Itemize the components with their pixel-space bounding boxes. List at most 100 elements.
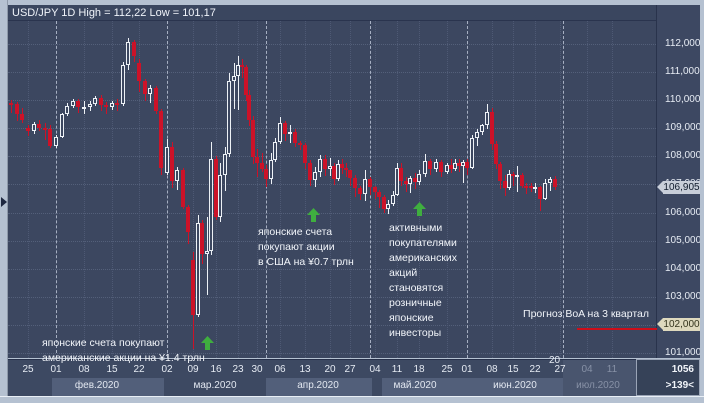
grid-h-line (8, 100, 656, 101)
candle-body (470, 138, 474, 168)
price-label: 106,000 (665, 207, 702, 218)
candle-body (104, 105, 108, 107)
grid-h-line (8, 184, 656, 185)
candle-body (255, 157, 259, 163)
candle-body (507, 174, 511, 188)
grid-week-line (612, 21, 613, 358)
day-label: 08 (486, 364, 498, 375)
future-zone (563, 360, 636, 397)
candle-wick (234, 63, 235, 109)
candle-body (533, 187, 537, 189)
forecast-level-line (577, 328, 657, 330)
price-label: 104,000 (665, 263, 702, 274)
candle-body (236, 65, 240, 76)
forecast-price-tag: 102,000 (657, 318, 700, 331)
candle-body (445, 165, 449, 172)
annotation-apr-buying: японские счета покупают акции в США на ¥… (258, 225, 354, 270)
annotation-line: японские счета (258, 226, 333, 238)
day-label: 04 (581, 364, 593, 375)
candle-body (26, 128, 30, 131)
candle-body (214, 159, 218, 217)
candle-body (186, 207, 190, 232)
grid-h-line (8, 72, 656, 73)
candle-body (126, 42, 130, 65)
candle-body (121, 65, 125, 104)
candle-body (395, 168, 399, 195)
day-label: 01 (50, 364, 62, 375)
up-arrow-icon (413, 202, 426, 216)
current-price-tag: 106,905 (657, 181, 700, 194)
grid-month-line (467, 21, 468, 358)
candle-body (181, 170, 185, 207)
grid-week-line (305, 21, 306, 358)
candle-body (490, 112, 494, 144)
grid-week-line (257, 21, 258, 358)
candle-body (170, 147, 174, 181)
up-arrow-icon (307, 208, 320, 222)
price-chart[interactable]: USD/JPY 1D High = 112,22 Low = 101,17 (8, 5, 656, 358)
annotation-line: японские счета покупают (42, 337, 165, 349)
day-label: 09 (187, 364, 199, 375)
price-label: 111,000 (665, 66, 700, 77)
month-label: июн.2020 (493, 380, 537, 391)
candle-wick (11, 100, 12, 113)
candle-body (538, 187, 542, 199)
candle-body (76, 101, 80, 107)
grid-h-line (8, 44, 656, 45)
candle-body (303, 145, 307, 163)
day-label: 15 (507, 364, 519, 375)
candle-body (240, 65, 244, 67)
candle-body (529, 186, 533, 188)
price-label: 103,000 (665, 291, 702, 302)
day-label: 01 (461, 364, 473, 375)
candle-body (99, 98, 103, 105)
candle-body (498, 164, 502, 181)
candle-body (413, 178, 417, 182)
candle-body (308, 163, 312, 180)
date-axis[interactable]: 25 01 08 15 22 02 09 16 23 30 06 13 20 27 04 11 18 25 01 08… (8, 359, 636, 397)
candle-wick (517, 166, 518, 192)
candle-wick (207, 217, 208, 295)
day-label: 02 (161, 364, 173, 375)
price-label: 105,000 (665, 235, 702, 246)
grid-week-line (139, 21, 140, 358)
annotation-line: японские (389, 312, 434, 324)
candle-body (453, 163, 457, 169)
candle-body (251, 120, 255, 157)
candle-body (93, 98, 97, 104)
annotation-feb-buying: японские счета покупают американские акц… (42, 336, 205, 366)
candle-wick (242, 59, 243, 78)
candle-body (110, 103, 114, 107)
candle-body (494, 144, 498, 164)
candle-body (165, 147, 169, 173)
candle-wick (346, 163, 347, 177)
candle-wick (379, 190, 380, 208)
grid-week-line (28, 21, 29, 358)
candle-body (143, 81, 147, 94)
day-label: 22 (529, 364, 541, 375)
candle-wick (410, 176, 411, 193)
candle-body (373, 187, 377, 192)
annotation-line: инвесторы (389, 327, 442, 339)
candle-wick (300, 141, 301, 150)
grid-month-line (563, 21, 564, 358)
candle-body (363, 179, 367, 194)
candle-body (264, 169, 268, 179)
candle-wick (106, 102, 107, 114)
grid-week-line (112, 21, 113, 358)
grid-h-line (8, 353, 656, 354)
grid-week-line (587, 21, 588, 358)
corner-box-bars: 1056 (671, 364, 694, 375)
candle-wick (513, 172, 514, 186)
grid-week-line (238, 21, 239, 358)
price-axis[interactable]: 106,905 102,000 112,000 111,000 110,000 109… (656, 5, 702, 358)
annotation-line: розничные (389, 297, 442, 309)
grid-week-line (280, 21, 281, 358)
day-label: 25 (22, 364, 34, 375)
month-band (382, 378, 563, 397)
candle-body (434, 162, 438, 169)
candle-body (191, 260, 195, 315)
day-label: 27 (344, 364, 356, 375)
scroll-arrow-icon[interactable] (1, 197, 7, 207)
candle-body (543, 183, 547, 199)
